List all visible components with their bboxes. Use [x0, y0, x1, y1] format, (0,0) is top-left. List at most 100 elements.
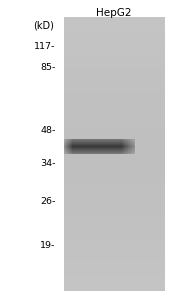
Bar: [67, 139, 68, 154]
Bar: [64, 33, 165, 34]
Bar: [64, 131, 165, 132]
Bar: [64, 92, 165, 93]
Bar: [64, 284, 165, 285]
Bar: [64, 125, 165, 126]
Bar: [64, 181, 165, 182]
Bar: [64, 129, 165, 130]
Bar: [64, 273, 165, 274]
Bar: [64, 100, 165, 101]
Bar: [64, 35, 165, 36]
Bar: [64, 140, 165, 141]
Bar: [64, 216, 165, 217]
Bar: [64, 148, 165, 149]
Bar: [64, 251, 165, 252]
Bar: [64, 175, 165, 176]
Bar: [64, 38, 165, 39]
Bar: [64, 288, 165, 289]
Bar: [64, 241, 165, 242]
Bar: [64, 84, 165, 85]
Bar: [64, 271, 165, 272]
Bar: [64, 170, 165, 171]
Bar: [64, 236, 165, 237]
Bar: [64, 186, 165, 187]
Bar: [64, 19, 165, 20]
Bar: [64, 120, 165, 121]
Bar: [64, 199, 165, 200]
Bar: [64, 43, 165, 44]
Bar: [128, 139, 129, 154]
Bar: [64, 238, 165, 239]
Bar: [64, 157, 165, 158]
Bar: [64, 52, 165, 53]
Bar: [64, 150, 165, 151]
Bar: [64, 82, 165, 83]
Bar: [64, 220, 165, 221]
Bar: [64, 114, 165, 115]
Bar: [64, 40, 165, 41]
Bar: [64, 116, 165, 117]
Bar: [64, 215, 165, 216]
Bar: [64, 169, 165, 170]
Bar: [64, 202, 165, 203]
Bar: [64, 235, 165, 236]
Bar: [64, 105, 165, 106]
Bar: [64, 184, 165, 185]
Bar: [64, 207, 165, 208]
Bar: [64, 278, 165, 279]
Bar: [64, 127, 165, 128]
Bar: [64, 22, 165, 23]
Bar: [64, 183, 165, 184]
Bar: [64, 268, 165, 269]
Bar: [64, 67, 165, 68]
Bar: [64, 265, 165, 266]
Bar: [64, 32, 165, 33]
Bar: [64, 106, 165, 107]
Text: 85-: 85-: [40, 63, 55, 72]
Bar: [64, 79, 165, 80]
Bar: [64, 276, 165, 277]
Bar: [64, 152, 165, 153]
Bar: [64, 260, 165, 261]
Bar: [64, 205, 165, 206]
Bar: [64, 179, 165, 180]
Bar: [64, 277, 165, 278]
Text: 117-: 117-: [34, 42, 55, 51]
Bar: [64, 162, 165, 163]
Bar: [64, 45, 165, 46]
Text: 34-: 34-: [40, 159, 55, 168]
Bar: [64, 110, 165, 111]
Bar: [64, 28, 165, 29]
Bar: [64, 263, 165, 265]
Bar: [64, 91, 165, 92]
Bar: [64, 219, 165, 220]
Bar: [64, 63, 165, 64]
Bar: [64, 262, 165, 263]
Bar: [64, 164, 165, 165]
Bar: [66, 139, 67, 154]
Bar: [64, 103, 165, 104]
Bar: [64, 128, 165, 129]
Bar: [64, 56, 165, 57]
Bar: [64, 29, 165, 30]
Bar: [64, 286, 165, 287]
Bar: [64, 23, 165, 24]
Bar: [64, 242, 165, 243]
Bar: [64, 80, 165, 82]
Bar: [64, 244, 165, 245]
Bar: [64, 27, 165, 28]
Bar: [64, 208, 165, 209]
Bar: [64, 26, 165, 27]
Bar: [64, 196, 165, 197]
Bar: [64, 180, 165, 181]
Bar: [64, 209, 165, 210]
Bar: [64, 256, 165, 257]
Bar: [64, 153, 165, 154]
Bar: [64, 77, 165, 78]
Bar: [64, 266, 165, 267]
Bar: [69, 139, 70, 154]
Bar: [64, 95, 165, 96]
Bar: [64, 257, 165, 258]
Bar: [64, 232, 165, 233]
Bar: [64, 41, 165, 42]
Bar: [64, 147, 165, 148]
